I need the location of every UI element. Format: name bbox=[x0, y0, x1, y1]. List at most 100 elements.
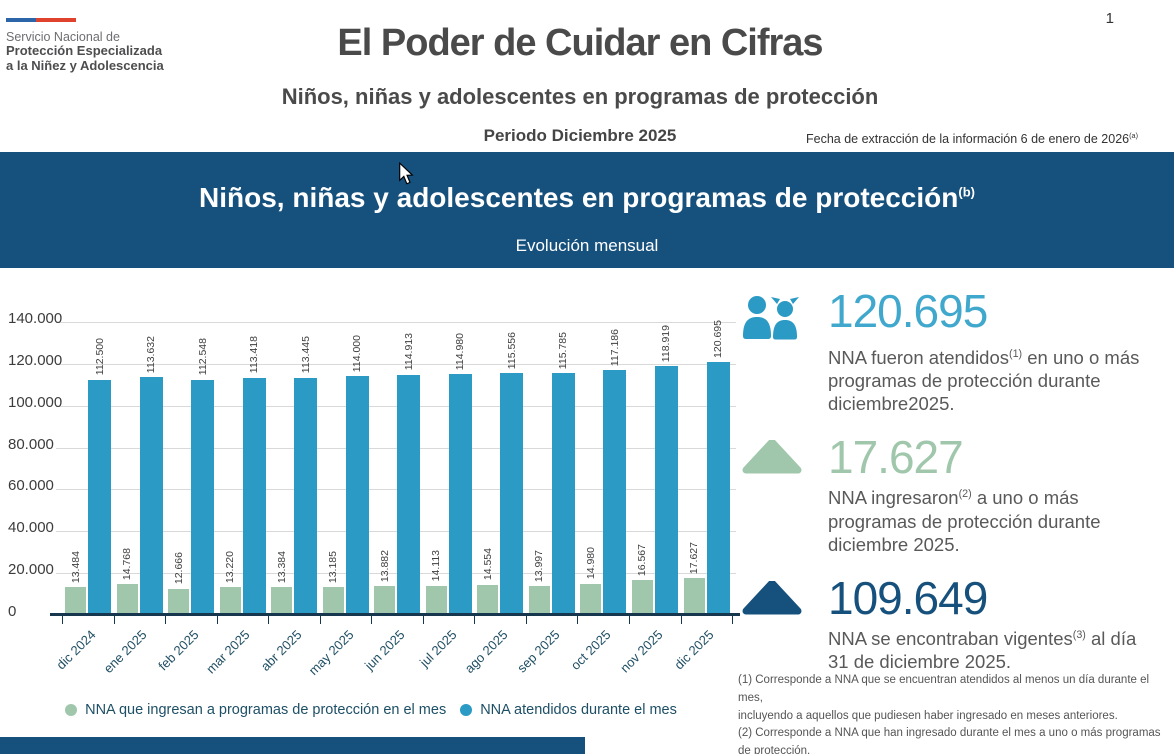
x-axis-tick bbox=[628, 616, 630, 624]
bar-value-label: 17.627 bbox=[688, 541, 700, 575]
x-axis-tick bbox=[422, 616, 424, 624]
logo-line2: Protección Especializada bbox=[6, 43, 163, 58]
footnote-line: incluyendo a aquellos que pudiesen haber… bbox=[738, 709, 1118, 722]
legend-label-atendidos: NNA atendidos durante el mes bbox=[480, 702, 677, 718]
gridline bbox=[56, 405, 736, 407]
x-axis-tick bbox=[165, 616, 167, 624]
gridline bbox=[56, 322, 736, 323]
bar-value-label: 113.418 bbox=[248, 336, 261, 374]
gridline bbox=[56, 363, 736, 365]
stat-value-vigentes: 109.649 bbox=[828, 571, 988, 624]
children-icon bbox=[742, 288, 828, 340]
bar-atendidos bbox=[500, 373, 524, 615]
bar-value-label: 13.220 bbox=[224, 551, 237, 584]
bar-value-label: 120.695 bbox=[712, 320, 724, 359]
bar-ingresan bbox=[271, 587, 293, 615]
logo-line3: a la Niñez y Adolescencia bbox=[6, 57, 164, 73]
bar-value-label: 14.980 bbox=[584, 547, 597, 580]
y-axis-tick-label: 140.000 bbox=[8, 310, 63, 327]
stat-desc-vigentes: NNA se encontraban vigentes(3) al día 31… bbox=[828, 627, 1137, 672]
footnotes: (1) Corresponde a NNA que se encuentran … bbox=[738, 672, 1174, 754]
page-number: 1 bbox=[1105, 10, 1114, 27]
bar-value-label: 13.384 bbox=[275, 550, 288, 583]
report-period: Periodo Diciembre 2025 bbox=[483, 126, 677, 145]
bar-ingresan bbox=[322, 587, 344, 615]
mouse-cursor-icon bbox=[399, 162, 414, 185]
agency-logo: Servicio Nacional de Protección Especial… bbox=[6, 18, 226, 74]
triangle-up-icon bbox=[742, 575, 828, 615]
footer-band bbox=[0, 737, 585, 754]
bar-value-label: 14.113 bbox=[430, 550, 443, 582]
stat-value-atendidos: 120.695 bbox=[828, 285, 988, 337]
logo-line1: Servicio Nacional de bbox=[6, 30, 120, 44]
bar-atendidos bbox=[88, 379, 111, 615]
banner-title: Niños, niñas y adolescentes en programas… bbox=[199, 182, 975, 213]
bar-ingresan bbox=[374, 585, 396, 615]
triangle-up-icon bbox=[742, 434, 828, 474]
x-axis-tick bbox=[371, 616, 373, 624]
legend-label-ingresan: NNA que ingresan a programas de protecci… bbox=[85, 702, 447, 718]
chart-plot-area: 0 20.000 40.000 60.000 80.000 100.000 120.000 1… bbox=[0, 278, 742, 620]
y-axis-tick-label: 80.000 bbox=[8, 435, 54, 453]
bar-ingresan bbox=[65, 586, 86, 615]
bar-value-label: 115.785 bbox=[557, 331, 570, 369]
stat-value-ingresaron: 17.627 bbox=[828, 431, 964, 484]
x-axis-tick bbox=[319, 616, 321, 624]
bar-atendidos bbox=[139, 377, 163, 615]
bar-atendidos bbox=[191, 379, 215, 615]
gridline bbox=[56, 531, 736, 533]
chile-flag-bar-icon bbox=[6, 18, 76, 22]
bar-ingresan bbox=[631, 580, 653, 615]
bar-value-label: 113.632 bbox=[145, 336, 157, 374]
footnote-line: (1) Corresponde a NNA que se encuentran … bbox=[738, 674, 1150, 704]
section-banner: Niños, niñas y adolescentes en programas… bbox=[0, 152, 1174, 268]
stat-desc-atendidos: NNA fueron atendidos(1) en uno o más pro… bbox=[828, 347, 1140, 415]
bar-atendidos bbox=[242, 377, 266, 615]
bar-ingresan bbox=[168, 588, 190, 615]
x-axis-tick bbox=[216, 616, 218, 624]
bar-ingresan bbox=[683, 578, 705, 615]
monthly-evolution-chart: 0 20.000 40.000 60.000 80.000 100.000 120.000 1… bbox=[0, 278, 742, 738]
bar-atendidos bbox=[345, 376, 369, 615]
gridline bbox=[56, 447, 736, 449]
report-title: El Poder de Cuidar en Cifras bbox=[337, 22, 823, 64]
y-axis-tick-label: 100.000 bbox=[8, 393, 63, 411]
chart-x-axis bbox=[50, 613, 740, 616]
bar-atendidos bbox=[603, 369, 627, 615]
bar-value-label: 117.186 bbox=[608, 328, 621, 366]
gridline bbox=[56, 489, 736, 491]
bar-atendidos bbox=[706, 362, 730, 615]
x-axis-tick bbox=[680, 616, 682, 624]
bar-value-label: 113.445 bbox=[299, 336, 312, 374]
bar-value-label: 115.556 bbox=[505, 332, 518, 370]
bar-atendidos bbox=[551, 372, 575, 615]
bar-ingresan bbox=[528, 585, 550, 615]
extraction-date: Fecha de extracción de la información 6 … bbox=[805, 131, 1138, 147]
x-axis-tick bbox=[113, 616, 115, 624]
stat-desc-ingresaron: NNA ingresaron(2) a uno o más programas … bbox=[828, 487, 1101, 555]
y-axis-tick-label: 0 bbox=[8, 603, 17, 620]
stat-ingresaron: 17.627 NNA ingresaron(2) a uno o más pro… bbox=[742, 434, 1170, 555]
bar-atendidos bbox=[448, 374, 472, 615]
bar-value-label: 12.666 bbox=[172, 552, 185, 585]
bar-value-label: 16.567 bbox=[636, 544, 649, 577]
bar-value-label: 14.554 bbox=[481, 548, 494, 581]
x-axis-tick bbox=[268, 616, 270, 624]
y-axis-tick-label: 120.000 bbox=[8, 351, 63, 369]
bar-atendidos bbox=[294, 377, 318, 615]
x-axis-tick bbox=[62, 616, 63, 624]
bar-atendidos bbox=[654, 366, 678, 615]
bar-value-label: 114.000 bbox=[351, 335, 364, 373]
report-subtitle: Niños, niñas y adolescentes en programas… bbox=[281, 84, 879, 109]
bar-value-label: 13.882 bbox=[378, 549, 391, 582]
bar-value-label: 118.919 bbox=[660, 324, 673, 363]
chart-legend: NNA que ingresan a programas de protecci… bbox=[0, 702, 742, 718]
bar-atendidos bbox=[397, 374, 421, 615]
bar-value-label: 114.913 bbox=[402, 333, 415, 371]
stat-vigentes: 109.649 NNA se encontraban vigentes(3) a… bbox=[742, 575, 1170, 673]
bar-ingresan bbox=[580, 583, 602, 615]
y-axis-tick-label: 60.000 bbox=[8, 477, 54, 495]
x-axis-tick bbox=[732, 616, 733, 624]
y-axis-tick-label: 40.000 bbox=[8, 519, 54, 537]
